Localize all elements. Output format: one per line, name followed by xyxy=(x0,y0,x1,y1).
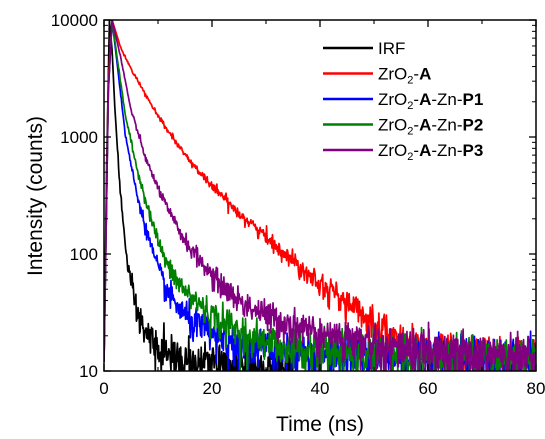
y-tick-label-2: 1000 xyxy=(60,128,98,147)
series-layer xyxy=(104,20,536,371)
axis-ticks: 0 20 40 60 80 10 100 1000 10000 xyxy=(51,11,545,398)
legend-label-2: ZrO2-A-Zn-P1 xyxy=(378,90,483,112)
y-tick-label-1: 100 xyxy=(70,245,98,264)
x-tick-label-2: 40 xyxy=(311,379,330,398)
legend-label-3: ZrO2-A-Zn-P2 xyxy=(378,116,483,138)
x-tick-label-3: 60 xyxy=(419,379,438,398)
y-tick-label-3: 10000 xyxy=(51,11,98,30)
y-axis-title: Intensity (counts) xyxy=(24,116,47,276)
series-line-0 xyxy=(104,20,294,371)
series-line-2 xyxy=(104,20,536,371)
y-tick-label-0: 10 xyxy=(79,362,98,381)
series-line-4 xyxy=(104,20,536,371)
x-tick-label-1: 20 xyxy=(203,379,222,398)
legend-label-1: ZrO2-A xyxy=(378,65,431,87)
legend-label-0: IRF xyxy=(378,39,405,58)
x-tick-label-0: 0 xyxy=(99,379,108,398)
legend: IRF ZrO2-A ZrO2-A-Zn-P1 ZrO2-A-Zn-P2 ZrO2-A-… xyxy=(323,39,483,163)
x-tick-label-4: 80 xyxy=(527,379,545,398)
x-axis-title: Time (ns) xyxy=(276,413,364,436)
legend-label-4: ZrO2-A-Zn-P3 xyxy=(378,141,483,163)
